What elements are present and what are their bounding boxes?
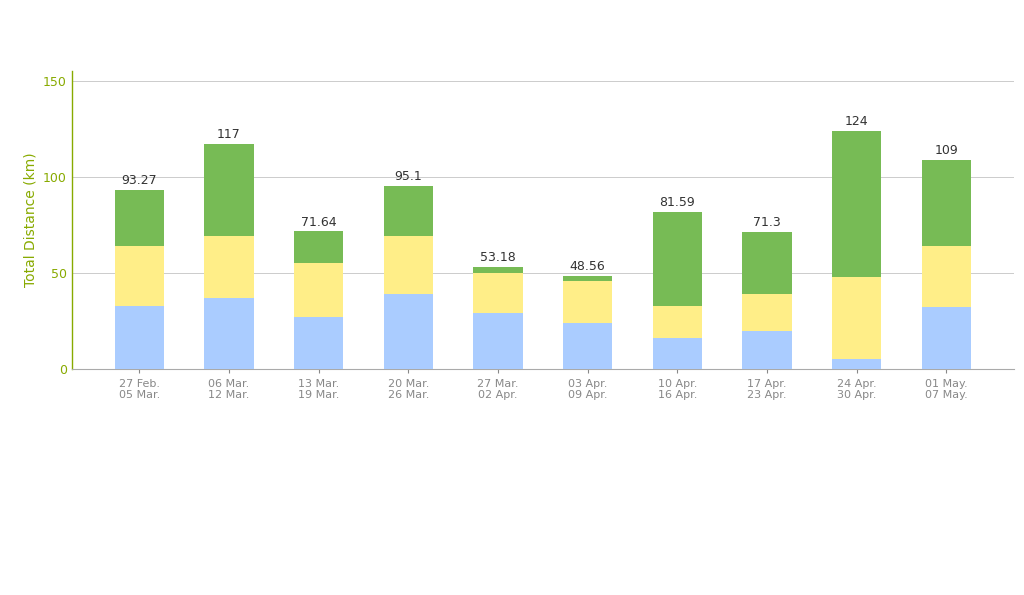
Bar [831,277,882,359]
Bar [384,294,433,369]
Bar [563,281,612,323]
Bar [204,145,254,236]
Bar [473,267,522,273]
Bar [742,294,792,330]
Bar [831,131,882,277]
Bar [922,308,971,369]
Text: 109: 109 [935,144,958,157]
Bar [922,246,971,308]
Bar [473,273,522,313]
Bar [115,246,164,306]
Bar [204,298,254,369]
Text: 53.18: 53.18 [480,251,516,264]
Text: 71.64: 71.64 [301,215,336,228]
Text: 124: 124 [845,115,868,128]
Bar [563,323,612,369]
Bar [652,306,701,338]
Bar [922,159,971,246]
Bar [204,236,254,298]
Bar [652,338,701,369]
Text: 71.3: 71.3 [753,216,780,229]
Text: 48.56: 48.56 [569,260,605,273]
Bar [742,330,792,369]
Bar [115,306,164,369]
Text: 93.27: 93.27 [122,174,157,187]
Text: 81.59: 81.59 [659,196,695,209]
Text: 95.1: 95.1 [394,171,422,183]
Bar [294,231,343,264]
Bar [115,190,164,246]
Bar [742,232,792,294]
Text: 117: 117 [217,129,241,142]
Bar [384,186,433,236]
Y-axis label: Total Distance (km): Total Distance (km) [24,153,38,287]
Bar [831,359,882,369]
Bar [563,275,612,281]
Bar [473,313,522,369]
Bar [384,236,433,294]
Bar [294,264,343,317]
Bar [294,317,343,369]
Bar [652,212,701,306]
